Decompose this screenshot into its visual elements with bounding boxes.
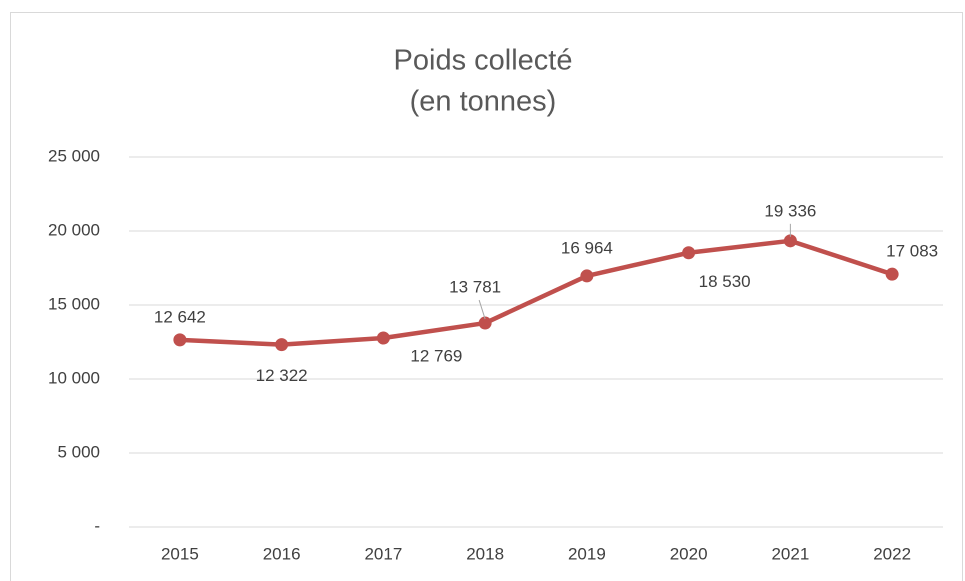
x-tick-label: 2020 [670,544,708,563]
data-label: 13 781 [449,278,501,297]
x-tick-label: 2016 [263,544,301,563]
data-line [179,238,893,347]
x-tick-label: 2015 [161,544,199,563]
x-tick-label: 2018 [466,544,504,563]
data-point [275,338,289,352]
data-label: 12 642 [154,307,206,326]
data-label: 12 322 [256,366,308,385]
data-point [376,331,390,345]
data-point [885,267,899,281]
data-label: 18 530 [699,272,751,291]
chart-subtitle: (en tonnes) [410,86,557,118]
chart-border [10,12,963,581]
leader-line [478,299,486,320]
data-label: 17 083 [886,242,938,261]
x-tick-label: 2019 [568,544,606,563]
chart-title: Poids collecté [394,45,573,77]
x-tick-label: 2021 [771,544,809,563]
y-tick-label: 20 000 [48,220,100,239]
data-label: 12 769 [410,347,462,366]
data-point [580,269,594,283]
y-tick-label: 25 000 [48,146,100,165]
data-label: 19 336 [764,201,816,220]
data-point [783,234,797,248]
data-label: 16 964 [561,238,613,257]
y-tick-label: 15 000 [48,294,100,313]
data-point [478,316,492,330]
y-tick-label: 5 000 [57,442,100,461]
y-tick-label: - [94,516,100,535]
data-point [682,246,696,260]
x-tick-label: 2022 [873,544,911,563]
y-tick-label: 10 000 [48,368,100,387]
data-point [173,333,187,347]
x-tick-label: 2017 [364,544,402,563]
